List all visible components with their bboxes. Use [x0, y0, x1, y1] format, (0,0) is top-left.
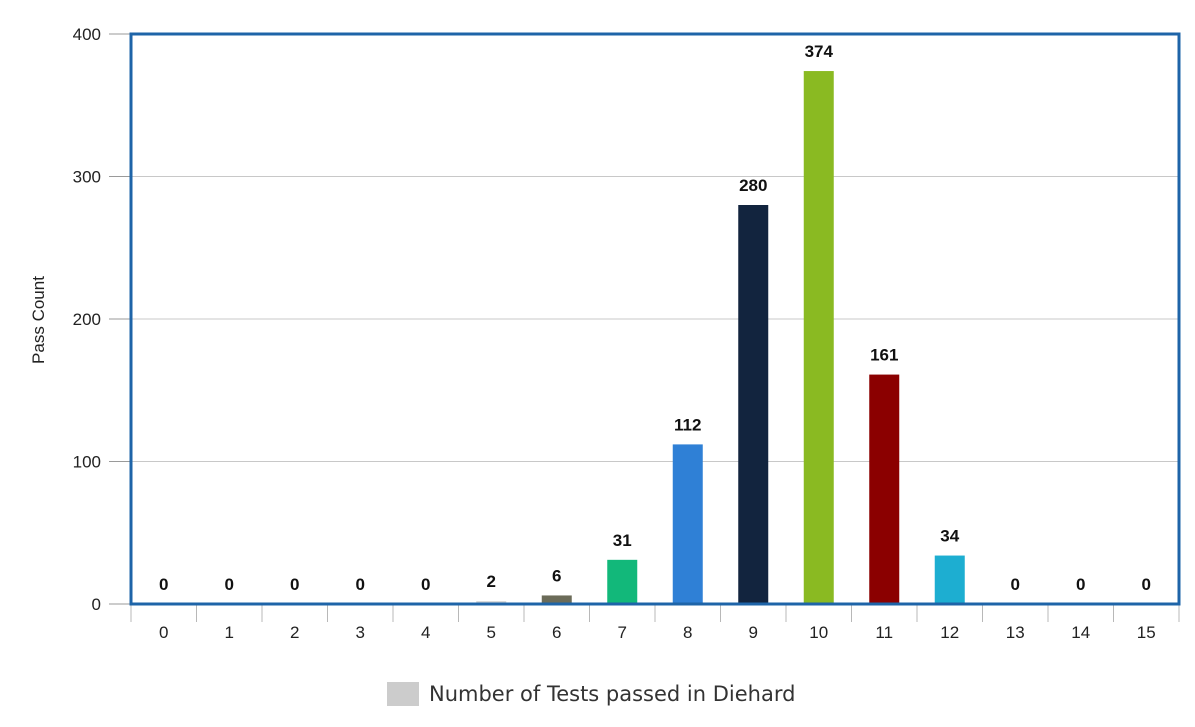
x-tick-label: 4 [421, 623, 430, 642]
plot-frame [129, 32, 1181, 606]
legend-swatch [387, 682, 419, 706]
x-tick-label: 12 [940, 623, 959, 642]
bar-12 [934, 555, 965, 604]
bar-8 [672, 444, 703, 604]
x-tick-label: 3 [356, 623, 365, 642]
data-label: 0 [225, 575, 234, 594]
data-label: 0 [1076, 575, 1085, 594]
data-label: 2 [487, 572, 496, 591]
gridlines [131, 176, 1179, 462]
data-label: 161 [870, 346, 898, 365]
data-label: 0 [159, 575, 168, 594]
y-tick-label: 400 [73, 25, 101, 44]
bar-6 [541, 595, 572, 604]
x-tick-label: 2 [290, 623, 299, 642]
bar-7 [607, 559, 638, 604]
data-label: 0 [421, 575, 430, 594]
x-tick-label: 0 [159, 623, 168, 642]
x-tick-label: 1 [225, 623, 234, 642]
y-ticks: 0 100 200 300 400 [73, 25, 131, 614]
data-label: 112 [674, 415, 701, 434]
data-labels: 0 0 0 0 0 2 6 31 112 280 374 161 34 0 0 0 [159, 42, 1151, 594]
data-label: 34 [940, 527, 959, 546]
bars [476, 71, 965, 605]
data-label: 0 [1011, 575, 1020, 594]
y-tick-label: 300 [73, 168, 101, 187]
x-tick-label: 5 [487, 623, 496, 642]
x-tick-label: 9 [749, 623, 758, 642]
data-label: 280 [739, 176, 767, 195]
x-tick-label: 13 [1006, 623, 1025, 642]
x-ticks: 0 1 2 3 4 5 6 7 8 9 10 11 12 13 14 15 [130, 604, 1180, 642]
legend-label: Number of Tests passed in Diehard [429, 682, 796, 706]
x-tick-label: 7 [618, 623, 627, 642]
data-label: 6 [552, 566, 561, 585]
data-label: 0 [1142, 575, 1151, 594]
x-tick-label: 15 [1137, 623, 1156, 642]
x-tick-label: 6 [552, 623, 561, 642]
y-tick-label: 200 [73, 310, 101, 329]
data-label: 374 [805, 42, 834, 61]
data-label: 0 [356, 575, 365, 594]
bar-11 [869, 374, 900, 604]
y-axis-title: Pass Count [29, 276, 48, 364]
bar-9 [738, 205, 769, 604]
legend: Number of Tests passed in Diehard [387, 682, 795, 706]
x-tick-label: 11 [875, 623, 893, 642]
data-label: 0 [290, 575, 299, 594]
y-tick-label: 0 [92, 595, 101, 614]
x-tick-label: 8 [683, 623, 692, 642]
y-tick-label: 100 [73, 453, 101, 472]
bar-10 [803, 71, 834, 605]
data-label: 31 [613, 531, 632, 550]
x-tick-label: 10 [809, 623, 828, 642]
x-tick-label: 14 [1071, 623, 1090, 642]
